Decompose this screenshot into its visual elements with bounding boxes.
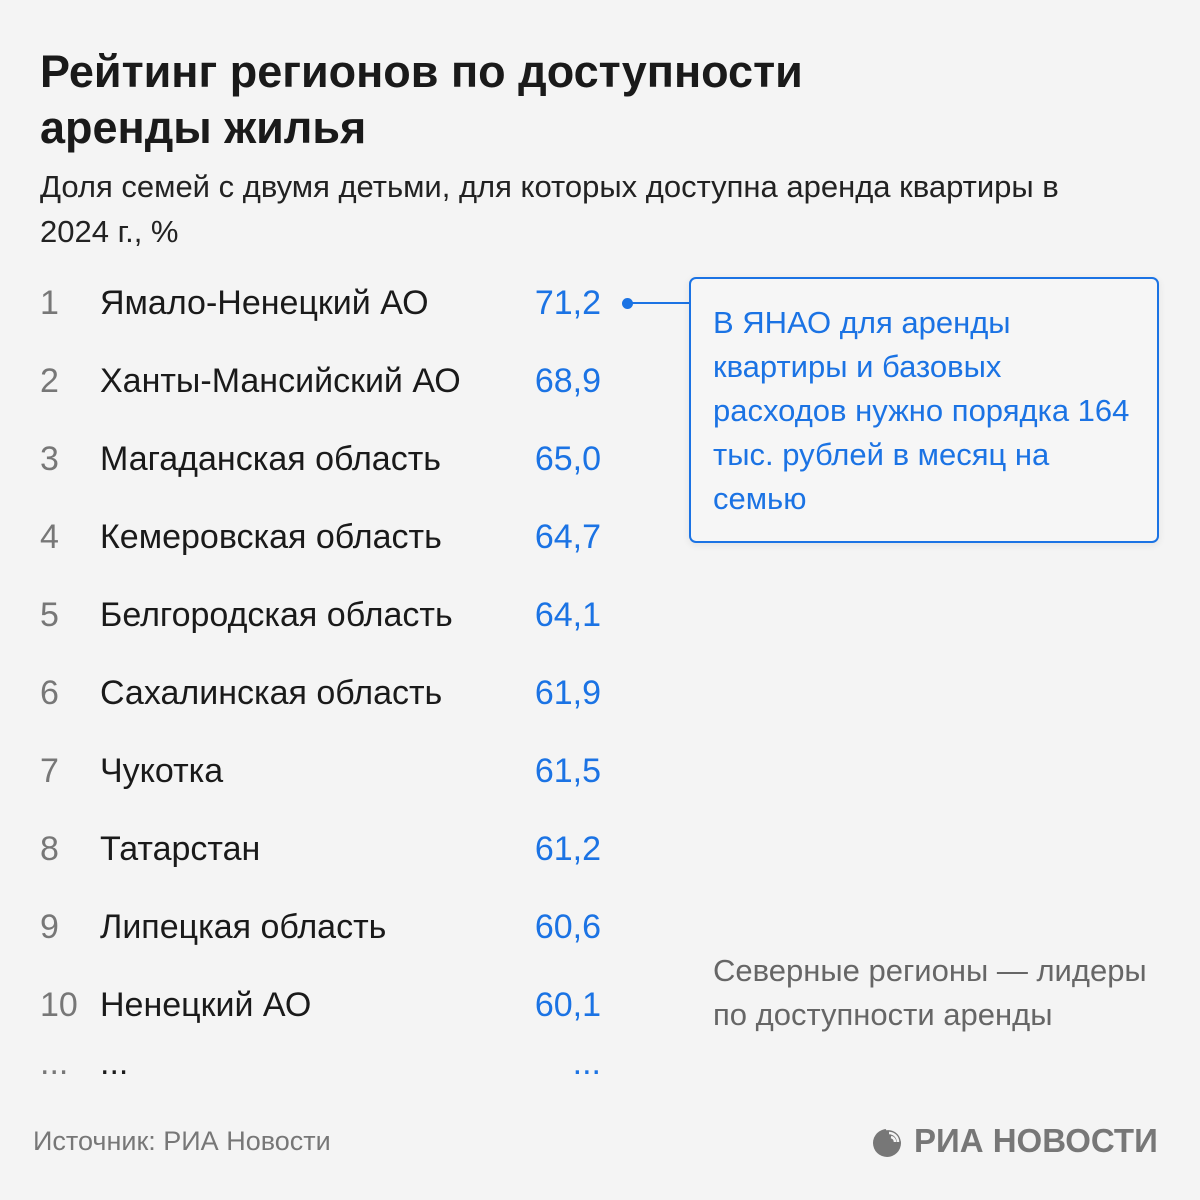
callout-connector	[630, 302, 690, 304]
rank: 1	[40, 284, 59, 322]
source: Источник: РИА Новости	[33, 1126, 331, 1156]
table-row: 7 Чукотка 61,5	[0, 746, 620, 796]
rank: 6	[40, 674, 59, 712]
region-name: ...	[100, 1044, 129, 1082]
footnote: Северные регионы — лидеры по доступности…	[713, 953, 1147, 1032]
value: 60,6	[534, 908, 601, 946]
region-name: Белгородская область	[100, 596, 453, 634]
table-row: 10 Ненецкий АО 60,1	[0, 980, 620, 1030]
table-row: 4 Кемеровская область 64,7	[0, 512, 620, 562]
value: ...	[572, 1044, 601, 1082]
value: 68,9	[534, 362, 601, 400]
value: 65,0	[534, 440, 601, 478]
rank: 9	[40, 908, 59, 946]
table-row: .........	[0, 1038, 620, 1088]
region-name: Липецкая область	[100, 908, 387, 946]
callout-dot	[622, 298, 633, 309]
region-name: Ненецкий АО	[100, 986, 312, 1024]
table-row: 3 Магаданская область 65,0	[0, 434, 620, 484]
region-name: Чукотка	[100, 752, 224, 790]
region-name: Ханты-Мансийский АО	[100, 362, 461, 400]
ria-logo: РИА НОВОСТИ	[872, 1122, 1158, 1160]
table-row: 8 Татарстан 61,2	[0, 824, 620, 874]
value: 60,1	[534, 986, 601, 1024]
table-row: 9 Липецкая область 60,6	[0, 902, 620, 952]
page-title: Рейтинг регионов по доступности аренды ж…	[40, 46, 803, 153]
region-name: Кемеровская область	[100, 518, 442, 556]
value: 64,7	[534, 518, 601, 556]
value: 71,2	[534, 284, 601, 322]
value: 61,9	[534, 674, 601, 712]
rank: 8	[40, 830, 59, 868]
table-row: 2 Ханты-Мансийский АО 68,9	[0, 356, 620, 406]
rank: 5	[40, 596, 59, 634]
rank: 10	[40, 986, 78, 1024]
region-name: Магаданская область	[100, 440, 441, 478]
value: 61,5	[534, 752, 601, 790]
region-name: Ямало-Ненецкий АО	[100, 284, 429, 322]
ria-globe-icon	[873, 1127, 904, 1157]
subtitle: Доля семей с двумя детьми, для которых д…	[40, 169, 1059, 249]
rank: 2	[40, 362, 59, 400]
region-name: Сахалинская область	[100, 674, 443, 712]
rank: 4	[40, 518, 59, 556]
callout-box: В ЯНАО для аренды квартиры и базовых рас…	[689, 277, 1159, 543]
region-name: Татарстан	[100, 830, 261, 868]
table-row: 5 Белгородская область 64,1	[0, 590, 620, 640]
table-row: 6 Сахалинская область 61,9	[0, 668, 620, 718]
rank: 3	[40, 440, 59, 478]
table-row: 1 Ямало-Ненецкий АО 71,2	[0, 278, 620, 328]
rank: 7	[40, 752, 59, 790]
logo-text: РИА НОВОСТИ	[914, 1122, 1158, 1159]
rank: ...	[40, 1044, 69, 1082]
value: 64,1	[534, 596, 601, 634]
value: 61,2	[534, 830, 601, 868]
